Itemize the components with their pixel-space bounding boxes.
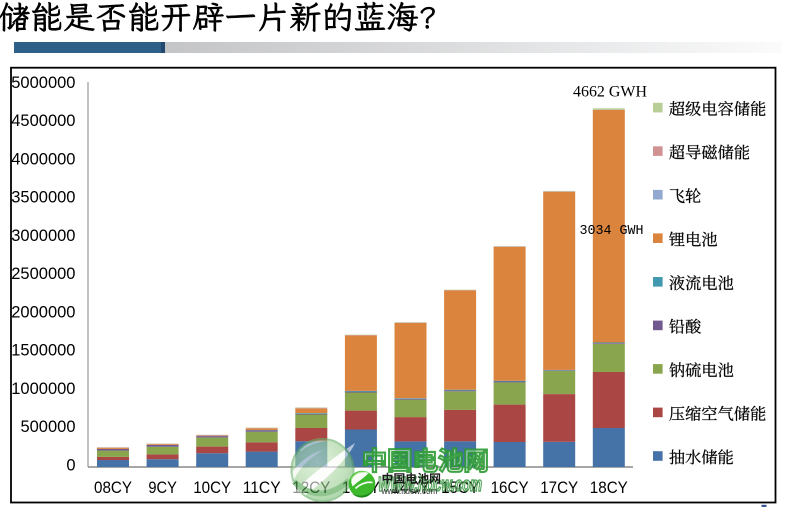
svg-text:08CY: 08CY — [94, 479, 132, 497]
svg-text:18CY: 18CY — [590, 479, 628, 497]
svg-text:3000000: 3000000 — [11, 227, 75, 245]
svg-text:17CY: 17CY — [540, 479, 578, 497]
svg-text:10CY: 10CY — [193, 479, 231, 497]
svg-text:5000000: 5000000 — [11, 74, 75, 92]
svg-text:4000000: 4000000 — [11, 150, 75, 168]
svg-text:11CY: 11CY — [243, 479, 281, 497]
svg-text:1500000: 1500000 — [11, 342, 75, 360]
svg-text:16CY: 16CY — [491, 479, 529, 497]
svg-text:2000000: 2000000 — [11, 303, 75, 321]
svg-text:9CY: 9CY — [148, 479, 177, 497]
svg-text:3034 GWH: 3034 GWH — [580, 223, 644, 239]
svg-text:1000000: 1000000 — [11, 380, 75, 398]
svg-text:14CY: 14CY — [392, 479, 430, 497]
svg-text:15CY: 15CY — [441, 479, 479, 497]
svg-text:4500000: 4500000 — [11, 112, 75, 130]
svg-text:0: 0 — [66, 456, 75, 474]
svg-text:www.itdcw.com: www.itdcw.com — [381, 486, 438, 496]
svg-text:500000: 500000 — [20, 418, 75, 436]
svg-text:3500000: 3500000 — [11, 189, 75, 207]
svg-text:2500000: 2500000 — [11, 265, 75, 283]
svg-text:4662 GWH: 4662 GWH — [573, 84, 647, 101]
